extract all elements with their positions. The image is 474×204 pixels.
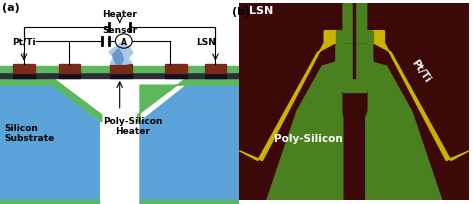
Polygon shape	[320, 32, 343, 82]
Polygon shape	[267, 67, 343, 200]
Bar	[366, 31, 373, 43]
Bar	[0, 200, 100, 204]
Bar	[205, 73, 226, 79]
Polygon shape	[343, 4, 366, 118]
Polygon shape	[366, 67, 442, 200]
Bar	[343, 4, 366, 43]
Bar	[343, 4, 366, 92]
Polygon shape	[274, 4, 435, 200]
Bar	[324, 31, 336, 43]
Polygon shape	[140, 86, 239, 204]
Bar	[343, 4, 366, 200]
Text: LSN: LSN	[248, 6, 273, 16]
Bar	[336, 31, 343, 43]
Text: (b): (b)	[232, 7, 251, 17]
Text: Poly-Silicon: Poly-Silicon	[274, 133, 343, 143]
Bar	[343, 4, 366, 43]
Text: (a): (a)	[2, 3, 20, 13]
Bar	[373, 31, 384, 43]
Bar	[0, 73, 239, 79]
Polygon shape	[239, 31, 336, 161]
Bar	[110, 73, 132, 79]
Bar	[343, 4, 366, 79]
Polygon shape	[366, 79, 435, 200]
Bar	[110, 65, 132, 73]
Text: Pt/Ti: Pt/Ti	[12, 37, 36, 46]
Bar	[344, 4, 365, 53]
Bar	[13, 65, 35, 73]
Polygon shape	[322, 31, 343, 92]
Polygon shape	[373, 31, 469, 161]
Polygon shape	[137, 79, 239, 122]
Bar	[0, 66, 239, 73]
Bar	[59, 73, 80, 79]
Polygon shape	[112, 50, 123, 65]
Bar	[59, 65, 80, 73]
Polygon shape	[343, 92, 366, 200]
Bar	[343, 82, 366, 200]
Bar	[165, 65, 187, 73]
Text: Sensor: Sensor	[102, 26, 137, 35]
Text: Silicon
Substrate: Silicon Substrate	[5, 123, 55, 142]
Bar	[165, 73, 187, 79]
Polygon shape	[109, 42, 133, 65]
Bar	[140, 200, 239, 204]
Text: Poly-Silicon
Heater: Poly-Silicon Heater	[103, 116, 163, 136]
Text: LSN: LSN	[196, 37, 216, 46]
Bar	[13, 73, 35, 79]
Text: Heater: Heater	[102, 10, 137, 19]
Bar	[205, 65, 226, 73]
Bar	[353, 4, 356, 79]
Text: A: A	[121, 37, 127, 46]
Polygon shape	[366, 31, 386, 92]
Text: Pt/Ti: Pt/Ti	[410, 58, 432, 84]
Polygon shape	[0, 79, 102, 122]
Polygon shape	[274, 79, 343, 200]
Polygon shape	[0, 86, 100, 204]
